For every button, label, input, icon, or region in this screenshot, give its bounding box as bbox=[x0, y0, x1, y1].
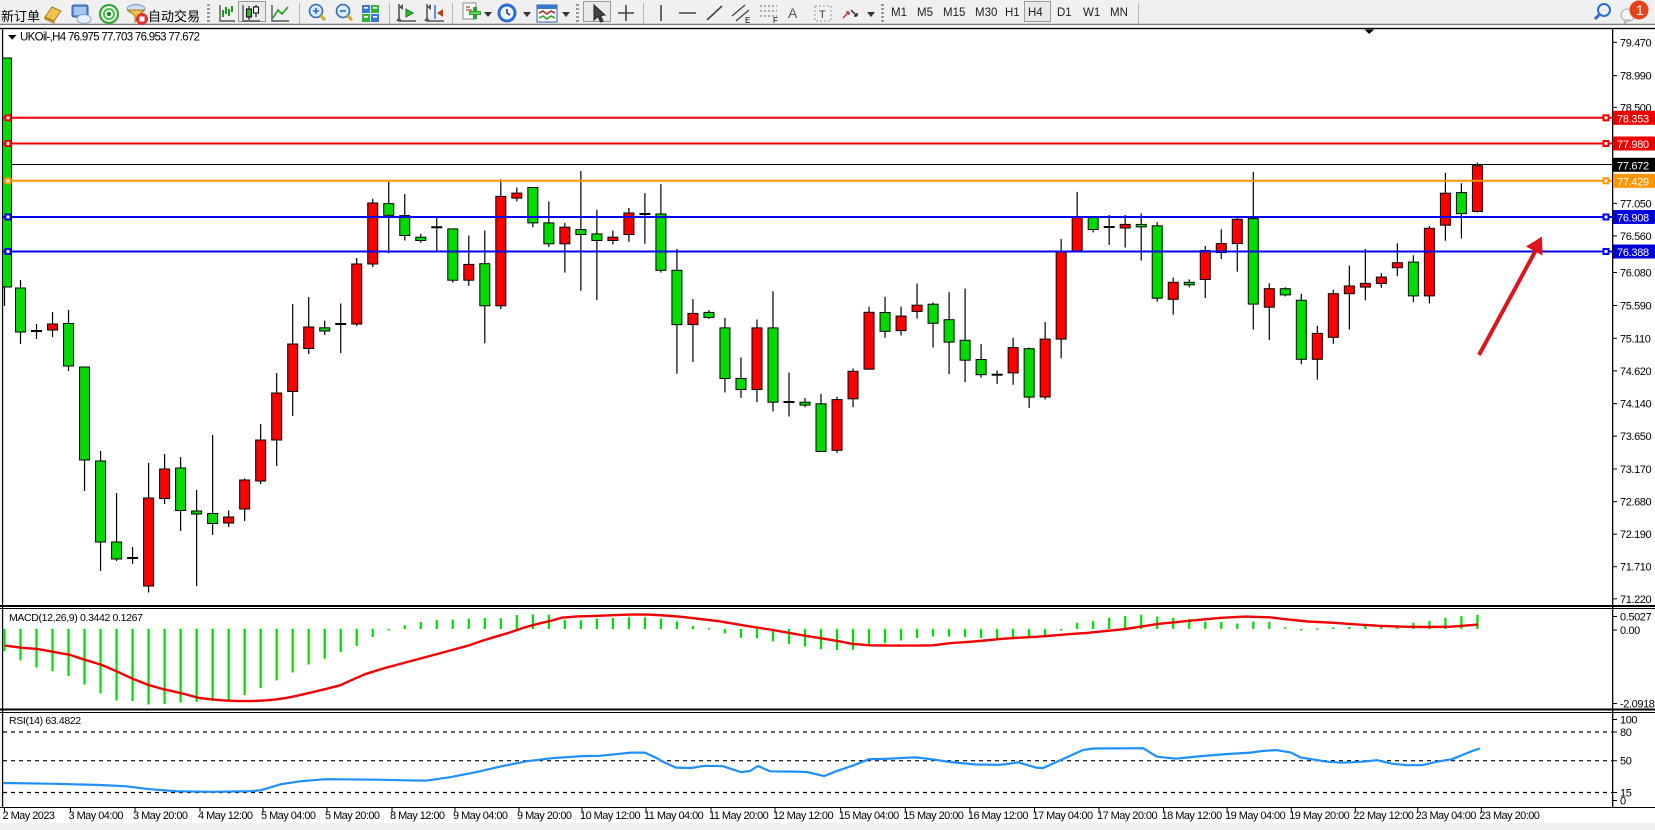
svg-text:17 May 20:00: 17 May 20:00 bbox=[1097, 810, 1157, 822]
svg-text:RSI(14) 63.4822: RSI(14) 63.4822 bbox=[9, 715, 81, 727]
svg-text:T: T bbox=[819, 9, 826, 21]
svg-text:E: E bbox=[745, 16, 750, 25]
svg-text:76.560: 76.560 bbox=[1620, 231, 1652, 243]
svg-text:0.00: 0.00 bbox=[1620, 625, 1640, 637]
svg-text:17 May 04:00: 17 May 04:00 bbox=[1033, 810, 1093, 822]
svg-text:18 May 12:00: 18 May 12:00 bbox=[1162, 810, 1222, 822]
svg-text:23 May 04:00: 23 May 04:00 bbox=[1416, 810, 1476, 822]
svg-text:50: 50 bbox=[1620, 756, 1632, 768]
svg-text:22 May 12:00: 22 May 12:00 bbox=[1353, 810, 1413, 822]
svg-text:76.908: 76.908 bbox=[1617, 213, 1649, 225]
svg-text:2 May 2023: 2 May 2023 bbox=[3, 810, 55, 822]
svg-text:77.429: 77.429 bbox=[1617, 176, 1649, 188]
svg-text:77.980: 77.980 bbox=[1617, 139, 1649, 151]
svg-text:75.590: 75.590 bbox=[1620, 301, 1652, 313]
svg-text:74.620: 74.620 bbox=[1620, 366, 1652, 378]
svg-text:-2.0918: -2.0918 bbox=[1620, 699, 1655, 711]
svg-text:73.170: 73.170 bbox=[1620, 464, 1652, 476]
svg-text:3 May 20:00: 3 May 20:00 bbox=[133, 810, 188, 822]
svg-text:12 May 12:00: 12 May 12:00 bbox=[773, 810, 833, 822]
svg-text:0: 0 bbox=[1620, 796, 1626, 808]
svg-text:11 May 04:00: 11 May 04:00 bbox=[644, 810, 704, 822]
svg-text:77.672: 77.672 bbox=[1617, 160, 1649, 172]
svg-text:15: 15 bbox=[1620, 788, 1632, 800]
svg-text:100: 100 bbox=[1620, 715, 1637, 727]
svg-text:71.220: 71.220 bbox=[1620, 594, 1652, 606]
svg-text:80: 80 bbox=[1620, 727, 1632, 739]
svg-text:15 May 04:00: 15 May 04:00 bbox=[839, 810, 899, 822]
svg-text:76.080: 76.080 bbox=[1620, 268, 1652, 280]
svg-text:9 May 20:00: 9 May 20:00 bbox=[517, 810, 572, 822]
svg-text:0.5027: 0.5027 bbox=[1620, 612, 1652, 624]
svg-text:MACD(12,26,9) 0.3442 0.1267: MACD(12,26,9) 0.3442 0.1267 bbox=[9, 612, 143, 624]
svg-text:5 May 20:00: 5 May 20:00 bbox=[325, 810, 380, 822]
svg-text:19 May 04:00: 19 May 04:00 bbox=[1225, 810, 1285, 822]
svg-text:UKOil-,H4 76.975 77.703 76.95: UKOil-,H4 76.975 77.703 76.953 77.672 bbox=[20, 32, 200, 44]
svg-text:75.110: 75.110 bbox=[1620, 333, 1651, 345]
svg-text:78.990: 78.990 bbox=[1620, 71, 1652, 83]
svg-text:8 May 12:00: 8 May 12:00 bbox=[390, 810, 445, 822]
svg-text:74.140: 74.140 bbox=[1620, 399, 1652, 411]
svg-text:3 May 04:00: 3 May 04:00 bbox=[69, 810, 124, 822]
svg-text:73.650: 73.650 bbox=[1620, 431, 1652, 443]
svg-text:15 May 20:00: 15 May 20:00 bbox=[903, 810, 963, 822]
svg-text:F: F bbox=[773, 16, 778, 25]
svg-text:1: 1 bbox=[1636, 2, 1644, 18]
svg-text:71.710: 71.710 bbox=[1620, 562, 1652, 574]
svg-text:9 May 04:00: 9 May 04:00 bbox=[453, 810, 508, 822]
svg-text:5 May 04:00: 5 May 04:00 bbox=[261, 810, 316, 822]
svg-text:10 May 12:00: 10 May 12:00 bbox=[580, 810, 640, 822]
svg-text:78.353: 78.353 bbox=[1617, 113, 1649, 125]
svg-text:11 May 20:00: 11 May 20:00 bbox=[709, 810, 769, 822]
svg-text:77.050: 77.050 bbox=[1620, 198, 1652, 210]
svg-text:23 May 20:00: 23 May 20:00 bbox=[1479, 810, 1539, 822]
svg-text:4 May 12:00: 4 May 12:00 bbox=[198, 810, 253, 822]
svg-text:79.470: 79.470 bbox=[1620, 37, 1652, 49]
svg-text:76.388: 76.388 bbox=[1617, 247, 1649, 259]
svg-text:16 May 12:00: 16 May 12:00 bbox=[968, 810, 1028, 822]
svg-text:19 May 20:00: 19 May 20:00 bbox=[1289, 810, 1349, 822]
svg-text:72.190: 72.190 bbox=[1620, 529, 1652, 541]
svg-text:72.680: 72.680 bbox=[1620, 497, 1652, 509]
